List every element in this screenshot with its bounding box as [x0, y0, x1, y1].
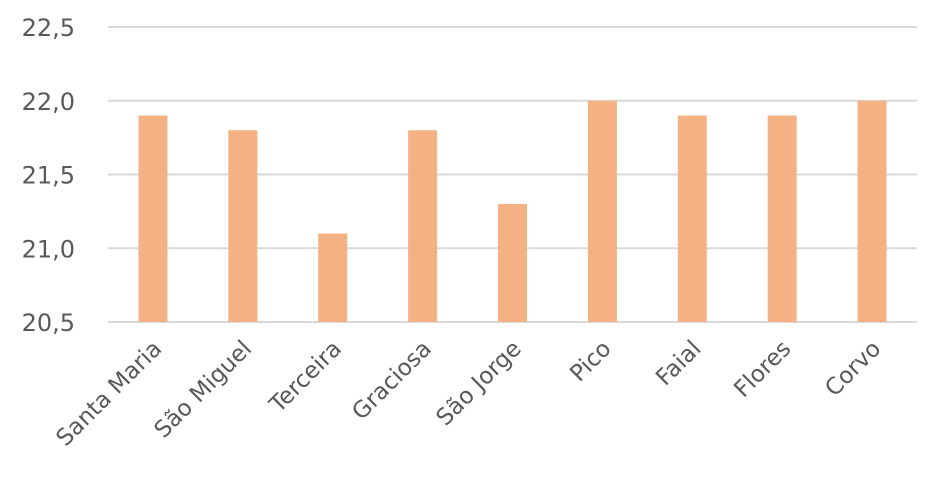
y-tick-label: 21,5: [22, 162, 75, 190]
x-category-label: Graciosa: [347, 336, 436, 425]
bar-terceira: [318, 233, 348, 322]
x-category-label: São Miguel: [150, 336, 258, 444]
y-tick-label: 22,0: [22, 88, 75, 116]
bar-são-miguel: [228, 130, 258, 322]
x-category-label: Santa Maria: [52, 336, 168, 452]
bars: [138, 100, 887, 322]
y-tick-label: 22,5: [22, 14, 75, 42]
x-category-label: Terceira: [264, 336, 347, 419]
bar-são-jorge: [498, 204, 527, 322]
bar-faial: [677, 115, 707, 322]
bar-flores: [767, 115, 797, 322]
x-category-label: Faial: [651, 336, 706, 391]
x-category-label: Pico: [565, 336, 616, 387]
x-category-label: Corvo: [820, 336, 886, 402]
bar-santa-maria: [138, 115, 168, 322]
y-axis-tick-labels: 20,5 21,0 21,5 22,0 22,5: [22, 14, 75, 337]
y-tick-label: 20,5: [22, 309, 75, 337]
bar-graciosa: [408, 130, 438, 322]
bar-pico: [587, 100, 617, 322]
y-tick-label: 21,0: [22, 235, 75, 263]
x-category-label: Flores: [729, 336, 796, 403]
bar-corvo: [857, 100, 887, 322]
x-category-label: São Jorge: [431, 336, 526, 431]
